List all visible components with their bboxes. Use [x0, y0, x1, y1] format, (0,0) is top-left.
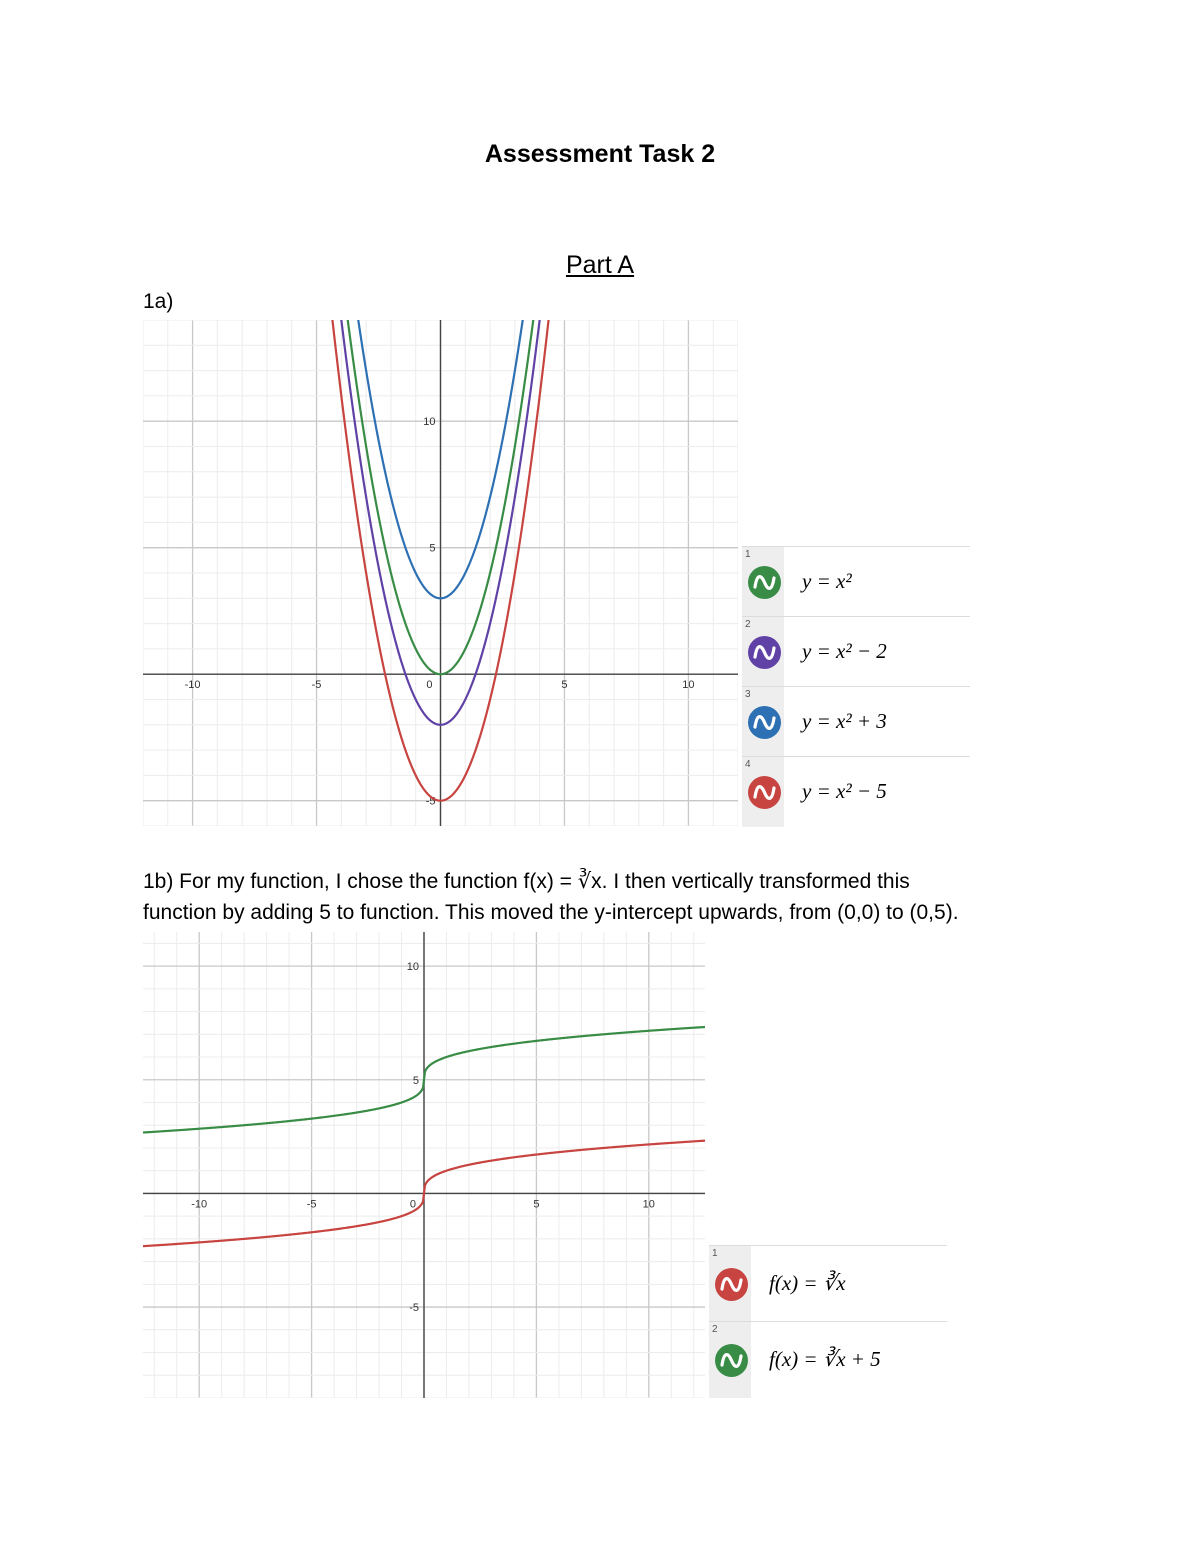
- wave-icon[interactable]: [748, 706, 781, 739]
- legend-equation: f(x) = ∛x: [769, 1271, 846, 1295]
- y-tick-label: 10: [407, 961, 419, 973]
- question-1b-line-2: function by adding 5 to function. This m…: [143, 901, 959, 924]
- x-tick-label: 0: [410, 1198, 416, 1210]
- legend-gutter: 1: [742, 547, 784, 617]
- legend-gutter: 2: [742, 617, 784, 687]
- y-tick-label: 5: [429, 543, 435, 555]
- series-line: [357, 320, 524, 600]
- legend-equation: y = x² + 3: [802, 709, 887, 733]
- x-tick-label: -5: [307, 1198, 317, 1210]
- legend-equation: f(x) = ∛x + 5: [769, 1347, 881, 1371]
- wave-icon[interactable]: [715, 1344, 748, 1377]
- legend-equation: y = x² − 5: [802, 779, 887, 803]
- legend-gutter: 1: [709, 1246, 751, 1322]
- legend-item[interactable]: 1 y = x²: [742, 546, 970, 617]
- legend-item-number: 4: [745, 759, 751, 770]
- series-line: [331, 320, 550, 802]
- question-1b-line-1: 1b) For my function, I chose the functio…: [143, 870, 910, 893]
- graph-1-legend: 1 y = x² 2 y = x² − 2 3 y = x² + 3 4 y = x² − 5: [742, 546, 970, 827]
- legend-gutter: 3: [742, 687, 784, 757]
- document-title: Assessment Task 2: [484, 140, 716, 168]
- x-tick-label: -10: [185, 679, 201, 691]
- y-tick-label: 5: [413, 1075, 419, 1087]
- legend-item-number: 2: [745, 619, 751, 630]
- x-tick-label: 0: [426, 679, 432, 691]
- legend-item[interactable]: 4 y = x² − 5: [742, 756, 970, 827]
- y-tick-label: -5: [409, 1302, 419, 1314]
- legend-item-number: 3: [745, 689, 751, 700]
- y-tick-label: 10: [423, 416, 435, 428]
- x-tick-label: -10: [191, 1198, 207, 1210]
- x-tick-label: 5: [561, 679, 567, 691]
- series-line: [340, 320, 541, 726]
- legend-equation: y = x² − 2: [802, 639, 887, 663]
- y-tick-label: -5: [426, 796, 436, 808]
- legend-equation: y = x²: [802, 569, 852, 593]
- legend-item-number: 1: [745, 549, 751, 560]
- x-tick-label: 5: [533, 1198, 539, 1210]
- x-tick-label: -5: [312, 679, 322, 691]
- legend-gutter: 4: [742, 757, 784, 827]
- section-heading: Part A: [565, 251, 635, 279]
- legend-gutter: 2: [709, 1322, 751, 1398]
- legend-item[interactable]: 2 f(x) = ∛x + 5: [709, 1321, 947, 1398]
- series-line: [346, 320, 535, 676]
- wave-icon[interactable]: [715, 1268, 748, 1301]
- graph-2-legend: 1 f(x) = ∛x 2 f(x) = ∛x + 5: [709, 1245, 947, 1398]
- legend-item-number: 2: [712, 1324, 718, 1335]
- legend-item[interactable]: 3 y = x² + 3: [742, 686, 970, 757]
- wave-icon[interactable]: [748, 566, 781, 599]
- wave-icon[interactable]: [748, 776, 781, 809]
- question-1b-text: 1b) For my function, I chose the functio…: [143, 866, 1103, 928]
- graph-2-cube-roots: -10 -5 0 5 10 10 5 -5: [143, 932, 705, 1398]
- legend-item-number: 1: [712, 1248, 718, 1259]
- x-tick-label: 10: [643, 1198, 655, 1210]
- legend-item[interactable]: 2 y = x² − 2: [742, 616, 970, 687]
- wave-icon[interactable]: [748, 636, 781, 669]
- series-line: [143, 1025, 705, 1134]
- graph-1-quadratics: -10 -5 0 5 10 10 5 -5: [143, 320, 738, 826]
- series-line: [143, 1139, 705, 1248]
- legend-item[interactable]: 1 f(x) = ∛x: [709, 1245, 947, 1322]
- x-tick-label: 10: [682, 679, 694, 691]
- question-1a-label: 1a): [143, 290, 174, 313]
